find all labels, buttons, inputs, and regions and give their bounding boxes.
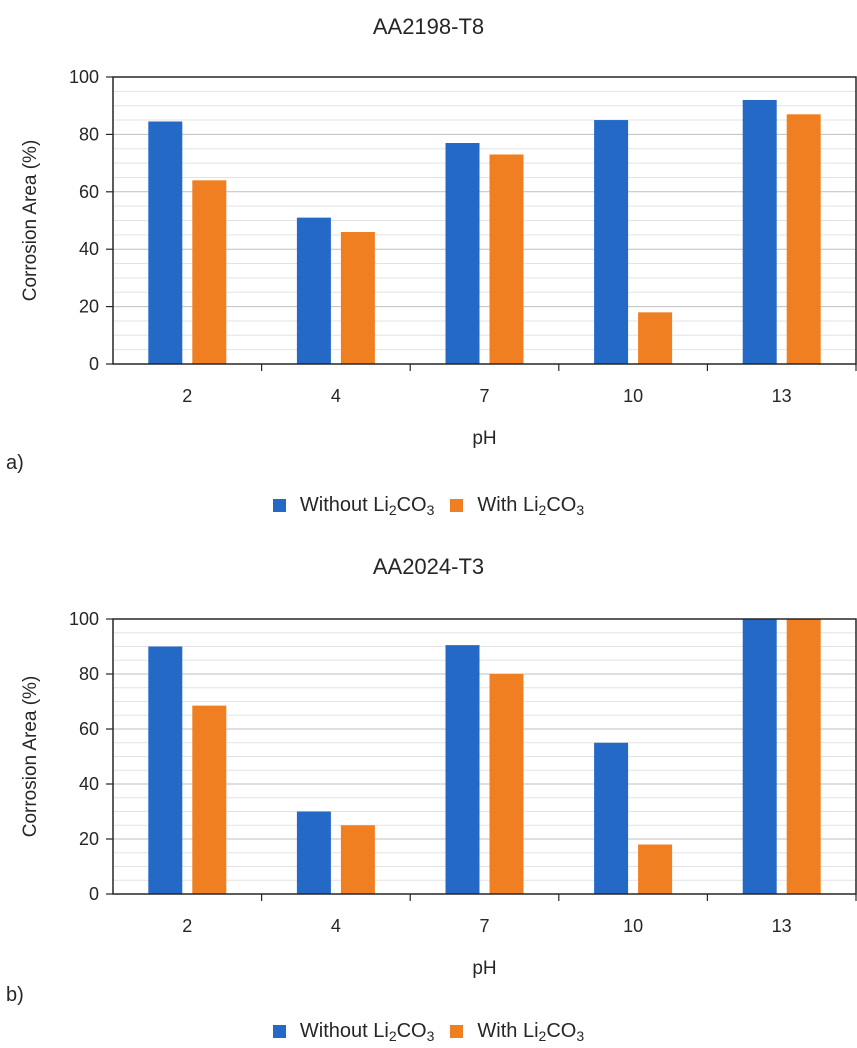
bar-with-li2co3 — [489, 674, 524, 894]
x-tick-label: 2 — [182, 386, 192, 406]
legend-swatch-with — [450, 1025, 464, 1038]
bar-without-li2co3 — [148, 646, 183, 894]
y-axis-label: Corrosion Area (%) — [20, 676, 41, 838]
y-tick-label: 80 — [79, 124, 99, 144]
x-tick-label: 7 — [479, 386, 489, 406]
bar-with-li2co3 — [786, 114, 821, 364]
legend-item-with: With Li2CO3 — [450, 1020, 584, 1043]
x-tick-label: 4 — [331, 916, 341, 936]
legend-swatch-with — [450, 499, 464, 512]
bar-without-li2co3 — [148, 121, 183, 364]
bar-with-li2co3 — [340, 825, 375, 894]
x-tick-label: 13 — [772, 916, 792, 936]
x-tick-label: 10 — [623, 386, 643, 406]
x-tick-label: 7 — [479, 916, 489, 936]
y-axis-label: Corrosion Area (%) — [20, 140, 41, 302]
y-tick-label: 40 — [79, 239, 99, 259]
y-tick-label: 100 — [69, 609, 99, 629]
bar-without-li2co3 — [742, 99, 777, 365]
bar-without-li2co3 — [296, 217, 331, 364]
legend-item-without: Without Li2CO3 — [272, 494, 435, 518]
y-tick-label: 80 — [79, 664, 99, 684]
bar-with-li2co3 — [192, 180, 227, 364]
legend-label-with: With Li2CO3 — [477, 494, 585, 518]
legend-swatch-without — [272, 499, 286, 512]
y-tick-label: 60 — [79, 719, 99, 739]
chart-title: AA2198-T8 — [372, 14, 485, 39]
y-tick-label: 0 — [89, 354, 99, 374]
legend: Without Li2CO3 With Li2CO3 — [0, 494, 857, 517]
bar-with-li2co3 — [192, 705, 227, 894]
panel-label: b) — [6, 984, 24, 1006]
bar-without-li2co3 — [594, 120, 629, 364]
y-tick-label: 60 — [79, 182, 99, 202]
panel-label: a) — [6, 452, 24, 474]
plot-frame — [112, 76, 857, 365]
bar-with-li2co3 — [638, 844, 673, 894]
x-tick-label: 13 — [772, 386, 792, 406]
chart-plot-a: 0 20 40 60 80 100 2 4 7 10 13 pH Corrosion Area (%) — [20, 67, 857, 449]
legend-label-without: Without Li2CO3 — [299, 1020, 435, 1044]
x-tick-label: 2 — [182, 916, 192, 936]
legend-label-with: With Li2CO3 — [477, 1020, 585, 1044]
chart-plot-b: 0 20 40 60 80 100 2 4 7 10 13 pH Corrosion Area (%) — [20, 609, 857, 979]
chart-panel-a: AA2198-T8 0 20 40 60 80 100 2 4 7 10 13 pH Corrosion… — [0, 14, 857, 517]
y-tick-label: 0 — [89, 884, 99, 904]
legend-label-without: Without Li2CO3 — [299, 494, 435, 518]
legend-item-without: Without Li2CO3 — [272, 1020, 435, 1044]
chart-title: AA2024-T3 — [372, 554, 485, 579]
y-tick-label: 20 — [79, 297, 99, 317]
bar-with-li2co3 — [786, 619, 821, 894]
bar-with-li2co3 — [638, 312, 673, 364]
plot-frame — [112, 618, 857, 895]
bar-without-li2co3 — [445, 143, 480, 364]
y-tick-label: 40 — [79, 774, 99, 794]
x-axis-label: pH — [472, 958, 496, 979]
legend-item-with: With Li2CO3 — [450, 494, 584, 517]
bar-without-li2co3 — [742, 619, 777, 894]
x-tick-label: 10 — [623, 916, 643, 936]
bar-without-li2co3 — [594, 742, 629, 894]
y-tick-label: 100 — [69, 67, 99, 87]
y-tick-label: 20 — [79, 829, 99, 849]
bar-with-li2co3 — [340, 231, 375, 364]
bar-without-li2co3 — [296, 811, 331, 894]
x-tick-label: 4 — [331, 386, 341, 406]
x-axis-label: pH — [472, 428, 496, 449]
chart-panel-b: AA2024-T3 0 20 40 60 80 100 2 4 7 10 13 pH Corrosion… — [0, 540, 857, 1048]
bar-without-li2co3 — [445, 645, 480, 894]
legend-swatch-without — [272, 1025, 286, 1038]
legend: Without Li2CO3 With Li2CO3 — [0, 1020, 857, 1043]
bar-with-li2co3 — [489, 154, 524, 364]
